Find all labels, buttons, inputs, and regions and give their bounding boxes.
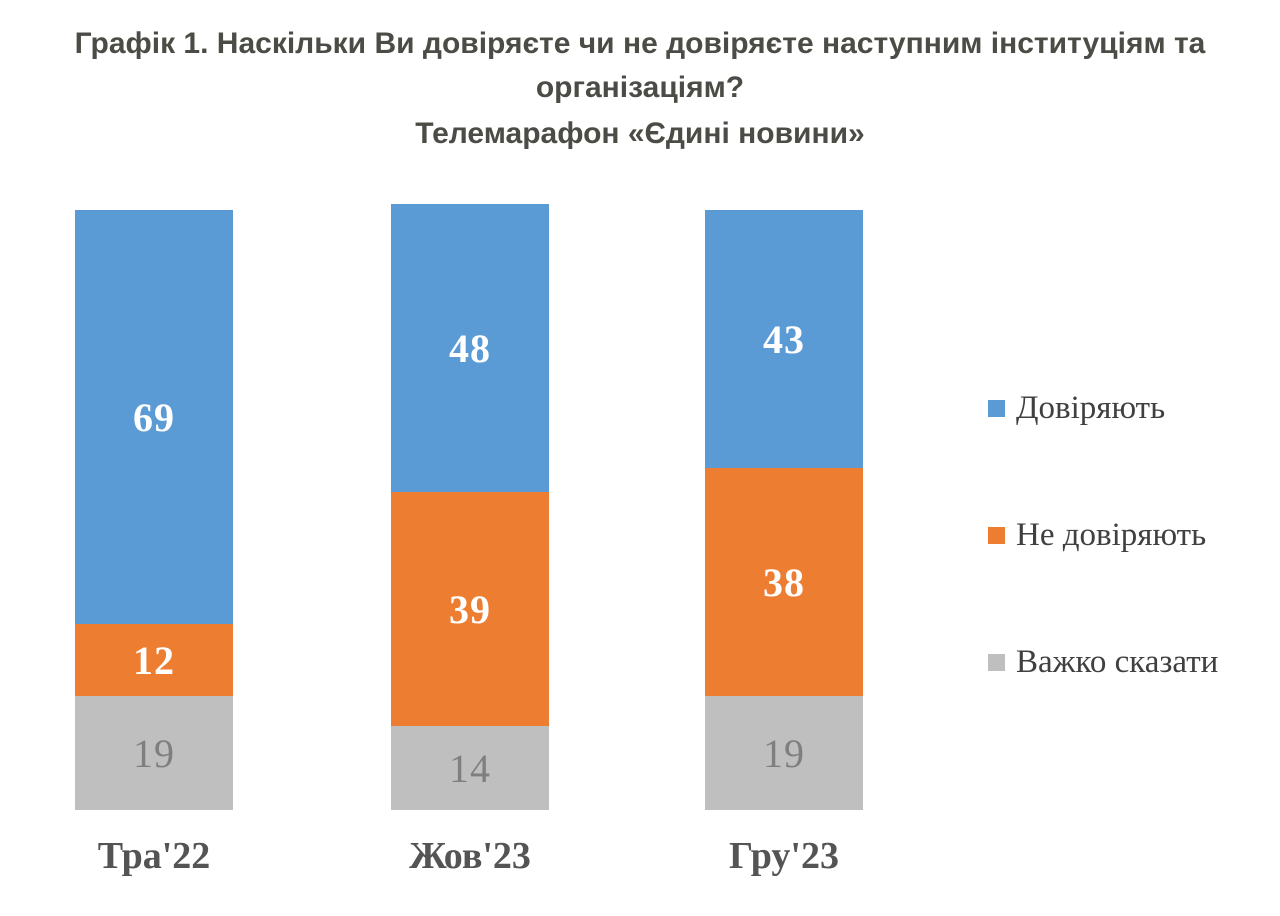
category-label: Тра'22 <box>97 835 211 877</box>
bar-column: 69 12 19 <box>75 210 233 810</box>
chart-title-block: Графік 1. Наскільки Ви довіряєте чи не д… <box>0 22 1280 156</box>
bar-segment: 19 <box>705 696 863 810</box>
category-label: Гру'23 <box>729 835 839 877</box>
chart-title-line-2: організаціям? <box>535 71 745 104</box>
legend-swatch-icon <box>988 527 1005 544</box>
bar-segment: 19 <box>75 696 233 810</box>
bar-segment-value: 39 <box>449 586 491 632</box>
bar-segment: 38 <box>705 468 863 696</box>
chart-subtitle: Телемарафон «Єдині новини» <box>415 117 865 150</box>
chart-title-line-1: Графік 1. Наскільки Ви довіряєте чи не д… <box>74 27 1206 60</box>
bar-segment-value: 14 <box>449 745 491 791</box>
legend-label: Довіряють <box>1016 390 1166 426</box>
legend-label: Важко сказати <box>1016 644 1219 680</box>
bar-segment-value: 12 <box>133 637 175 683</box>
bar-segment-value: 19 <box>763 730 805 776</box>
bar-segment-value: 69 <box>133 394 175 440</box>
bar-segment-value: 38 <box>763 559 805 605</box>
legend-swatch-icon <box>988 400 1005 417</box>
bar-column: 43 38 19 <box>705 210 863 810</box>
bar-segment-value: 48 <box>449 325 491 371</box>
bar-segment: 43 <box>705 210 863 468</box>
legend-swatch-icon <box>988 654 1005 671</box>
legend-item: Не довіряють <box>988 517 1206 554</box>
bar-segment-value: 43 <box>763 316 805 362</box>
bar-segment: 39 <box>391 492 549 726</box>
bar-segment-value: 19 <box>133 730 175 776</box>
bar-segment: 12 <box>75 624 233 696</box>
legend-item: Важко сказати <box>988 644 1218 681</box>
category-label: Жов'23 <box>409 835 531 877</box>
legend-item: Довіряють <box>988 390 1165 427</box>
bar-column: 48 39 14 <box>391 204 549 810</box>
bar-segment: 48 <box>391 204 549 492</box>
legend-label: Не довіряють <box>1016 517 1207 553</box>
bar-segment: 14 <box>391 726 549 810</box>
bar-segment: 69 <box>75 210 233 624</box>
